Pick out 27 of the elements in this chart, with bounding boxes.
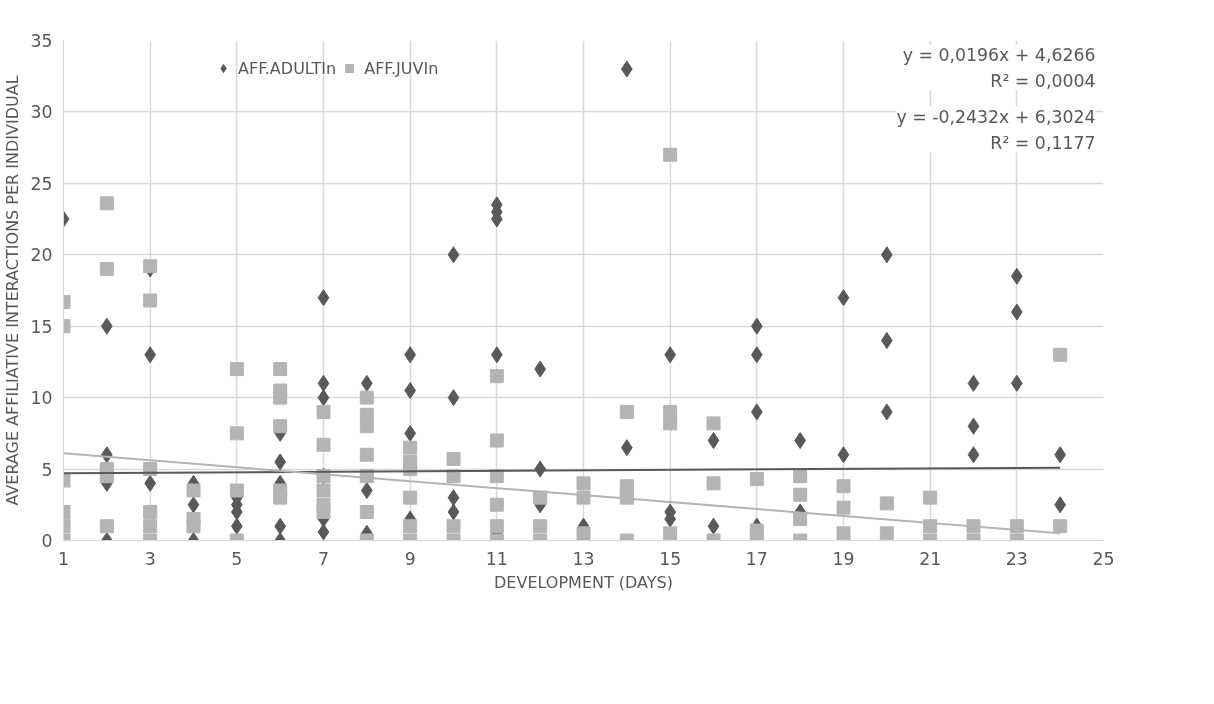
legend-label: AFF.ADULTIn [238,58,337,78]
x-tick-label: 3 [144,548,156,569]
y-tick-label: 30 [30,102,53,123]
x-tick-label: 1 [57,548,70,569]
y-axis-title: AVERAGE AFFILIATIVE INTERACTIONS PER INDIVIDUAL [3,75,23,506]
y-tick-label: 35 [30,31,53,51]
x-tick-label: 19 [832,548,855,569]
x-tick-label: 15 [659,548,682,569]
x-tick-label: 23 [1005,548,1028,569]
y-tick-label: 10 [30,388,53,409]
x-tick-label: 11 [485,548,508,569]
x-tick-label: 5 [231,548,243,569]
x-tick-label: 25 [1092,548,1115,569]
y-tick-label: 5 [41,459,53,480]
x-tick-label: 7 [317,548,330,569]
y-tick-label: 0 [41,531,53,551]
annotation: y = 0,0196x + 4,6266 R² = 0,0004 [902,44,1096,91]
y-tick-label: 25 [30,173,53,194]
x-tick-label: 9 [404,548,416,569]
x-tick-label: 17 [745,548,768,569]
x-tick-label: 13 [572,548,595,569]
legend-label: AFF.JUVIn [364,58,439,78]
annotation: y = -0,2432x + 6,3024 R² = 0,1177 [896,106,1096,153]
x-axis-title: DEVELOPMENT (DAYS) [494,572,673,592]
x-tick-label: 21 [919,548,942,569]
y-tick-label: 20 [30,245,53,266]
y-tick-label: 15 [30,316,53,337]
